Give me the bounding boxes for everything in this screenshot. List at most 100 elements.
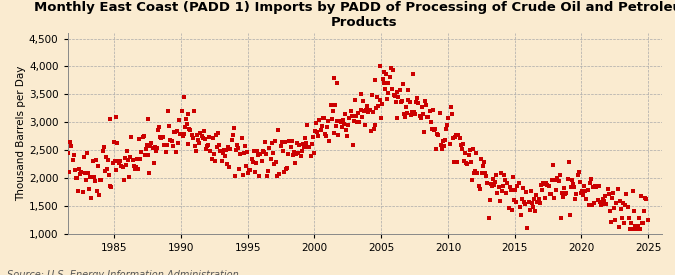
Point (482, 181, 493, 185)
Point (464, 148, 475, 152)
Point (80, 177, 91, 182)
Point (605, 219, 616, 224)
Point (562, 177, 573, 181)
Point (571, 192, 582, 196)
Point (462, 162, 472, 167)
Point (130, 165, 141, 170)
Point (506, 188, 516, 192)
Point (434, 111, 445, 116)
Point (63, 151, 74, 155)
Point (442, 123, 453, 127)
Point (246, 157, 257, 161)
Point (101, 155, 111, 160)
Point (558, 195, 568, 200)
Point (369, 78, 380, 82)
Point (578, 184, 589, 188)
Point (422, 114, 433, 119)
Point (219, 154, 230, 159)
Point (343, 123, 354, 127)
Point (242, 150, 252, 154)
Point (92, 189, 103, 193)
Point (231, 148, 242, 152)
Point (232, 143, 242, 147)
Point (631, 227, 642, 231)
Point (348, 119, 359, 123)
Point (564, 213, 575, 217)
Point (416, 105, 427, 109)
Point (104, 173, 115, 177)
Point (495, 170, 506, 175)
Point (638, 221, 649, 225)
Point (154, 125, 165, 130)
Point (171, 150, 182, 155)
Point (331, 124, 342, 128)
Point (535, 200, 545, 205)
Point (72, 176, 82, 180)
Point (387, 68, 398, 72)
Point (283, 152, 294, 156)
Point (146, 141, 157, 145)
Point (167, 144, 178, 148)
Point (384, 75, 395, 79)
Point (523, 200, 534, 204)
Point (573, 169, 584, 174)
Point (271, 160, 281, 164)
Point (401, 105, 412, 109)
Point (221, 162, 232, 167)
Point (138, 134, 149, 138)
Point (367, 110, 378, 114)
Point (597, 197, 608, 201)
Point (175, 132, 186, 137)
Point (156, 136, 167, 141)
Point (319, 132, 330, 137)
Point (134, 137, 144, 141)
Point (607, 196, 618, 200)
Point (587, 203, 597, 207)
Point (110, 114, 121, 119)
Point (354, 120, 365, 125)
Point (293, 151, 304, 156)
Point (403, 88, 414, 93)
Point (382, 97, 393, 101)
Point (542, 183, 553, 188)
Point (585, 181, 595, 185)
Point (185, 128, 196, 133)
Point (224, 165, 235, 169)
Point (629, 209, 640, 214)
Point (76, 170, 87, 174)
Point (526, 201, 537, 205)
Point (228, 126, 239, 130)
Point (524, 208, 535, 212)
Point (209, 158, 220, 163)
Point (291, 152, 302, 156)
Point (216, 159, 227, 163)
Point (509, 197, 520, 202)
Point (294, 143, 305, 147)
Point (284, 139, 295, 144)
Point (217, 151, 228, 155)
Point (181, 117, 192, 121)
Point (111, 141, 122, 145)
Point (155, 135, 166, 139)
Point (619, 221, 630, 225)
Point (331, 81, 342, 85)
Point (375, 64, 385, 69)
Point (614, 198, 625, 203)
Point (632, 224, 643, 228)
Point (256, 159, 267, 163)
Point (78, 155, 89, 159)
Point (82, 150, 92, 155)
Point (58, 150, 69, 155)
Point (144, 170, 155, 175)
Point (130, 167, 140, 171)
Point (259, 150, 269, 155)
Point (313, 134, 324, 139)
Point (89, 178, 100, 183)
Point (468, 171, 479, 176)
Point (263, 169, 273, 173)
Point (212, 145, 223, 149)
Point (252, 148, 263, 153)
Point (539, 182, 549, 186)
Point (590, 183, 601, 188)
Point (84, 186, 95, 191)
